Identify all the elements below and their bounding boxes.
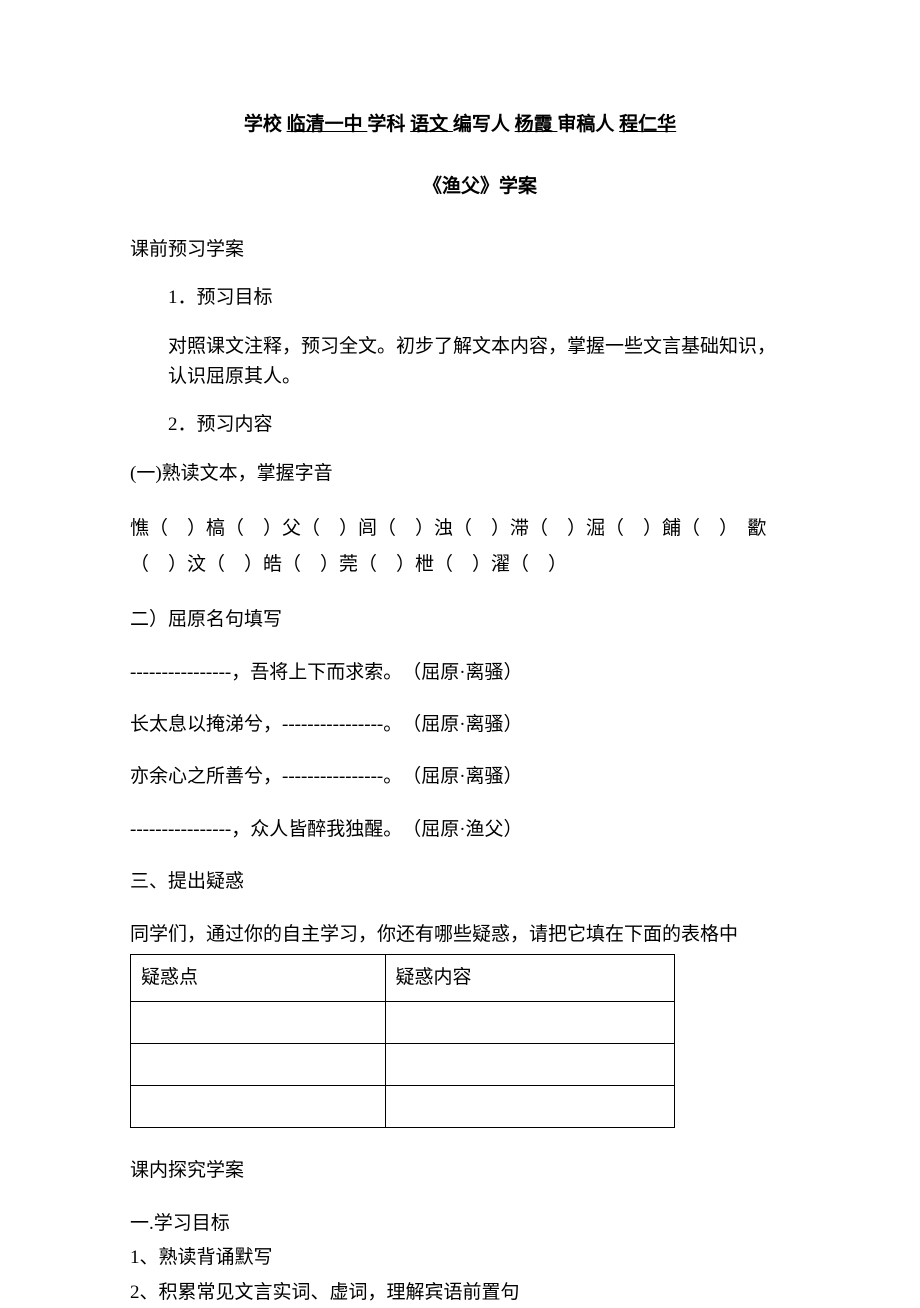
col1-header: 疑惑点	[131, 955, 386, 1002]
table-cell	[385, 1044, 674, 1086]
table-row	[131, 1002, 675, 1044]
preview-heading: 课前预习学案	[130, 235, 790, 265]
study-goal-heading: 一.学习目标	[130, 1209, 790, 1239]
preview-item1-label: 1．预习目标	[130, 283, 790, 313]
sec2-heading: 二）屈原名句填写	[130, 605, 790, 635]
sec1-chars: 憔（ ）槁（ ）父（ ）闾（ ）浊（ ）滞（ ）淈（ ）餔（ ） 歠（ ）汶（ …	[130, 511, 790, 583]
preview-item1-body: 对照课文注释，预习全文。初步了解文本内容，掌握一些文言基础知识，认识屈原其人。	[130, 332, 790, 393]
label-author: 编写人	[453, 114, 510, 135]
study-heading: 课内探究学案	[130, 1156, 790, 1186]
label-reviewer: 审稿人	[557, 114, 614, 135]
preview-item2-label: 2．预习内容	[130, 410, 790, 440]
sec2-line4: ----------------，众人皆醉我独醒。 （屈原·渔父）	[130, 815, 790, 845]
study-goal2: 2、积累常见文言实词、虚词，理解宾语前置句	[130, 1278, 790, 1308]
reviewer-name: 程仁华	[619, 114, 676, 135]
table-row: 疑惑点 疑惑内容	[131, 955, 675, 1002]
document-title: 《渔父》学案	[130, 172, 790, 202]
table-cell	[385, 1086, 674, 1128]
table-row	[131, 1044, 675, 1086]
doubt-table: 疑惑点 疑惑内容	[130, 954, 675, 1128]
table-cell	[131, 1086, 386, 1128]
table-cell	[385, 1002, 674, 1044]
school-name: 临清一中	[287, 114, 368, 135]
sec3-heading: 三、提出疑惑	[130, 867, 790, 897]
sec2-line1: ----------------，吾将上下而求索。 （屈原·离骚）	[130, 658, 790, 688]
subject-name: 语文	[410, 114, 453, 135]
label-subject: 学科	[367, 114, 405, 135]
study-goal1: 1、熟读背诵默写	[130, 1243, 790, 1273]
sec3-intro: 同学们，通过你的自主学习，你还有哪些疑惑，请把它填在下面的表格中	[130, 920, 790, 950]
table-row	[131, 1086, 675, 1128]
table-cell	[131, 1002, 386, 1044]
label-school: 学校	[244, 114, 282, 135]
sec2-line3: 亦余心之所善兮，----------------。 （屈原·离骚）	[130, 762, 790, 792]
sec1-heading: (一)熟读文本，掌握字音	[130, 459, 790, 489]
table-cell	[131, 1044, 386, 1086]
document-header: 学校 临清一中 学科 语文 编写人 杨霞 审稿人 程仁华	[130, 110, 790, 140]
sec2-line2: 长太息以掩涕兮，----------------。 （屈原·离骚）	[130, 710, 790, 740]
col2-header: 疑惑内容	[385, 955, 674, 1002]
author-name: 杨霞	[515, 114, 558, 135]
